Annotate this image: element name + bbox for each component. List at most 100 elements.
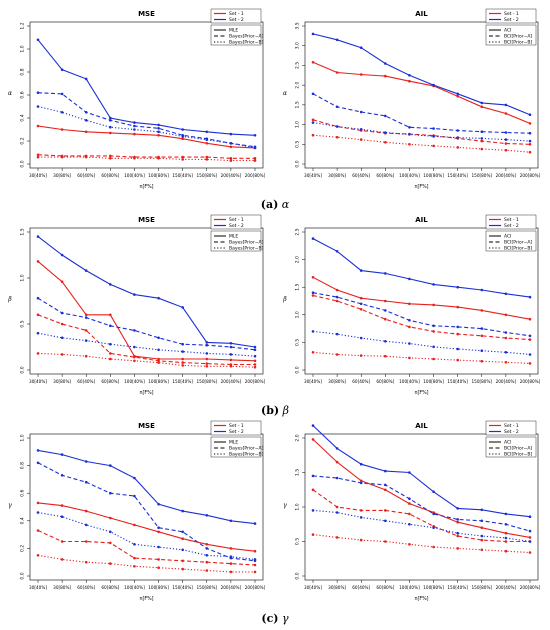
data-point xyxy=(311,330,315,333)
legend-label: Set - 2 xyxy=(504,223,519,229)
series-line-red-solid xyxy=(312,438,531,538)
data-point xyxy=(311,424,315,427)
data-point xyxy=(528,143,532,146)
data-point xyxy=(36,153,40,157)
data-point xyxy=(359,296,363,300)
chart-panel-ail-0: AIL 0.0 0.5 1.0 1.5 2.0 2.5 3.0 3.5 α 30[40%] 30[80… xyxy=(283,8,541,190)
data-point xyxy=(253,363,257,366)
data-point xyxy=(359,509,363,512)
data-point xyxy=(181,364,184,367)
data-point xyxy=(504,512,508,516)
legend-label: Set - 2 xyxy=(229,429,244,435)
x-tick-label: 60[40%] xyxy=(352,585,370,590)
data-point xyxy=(36,296,40,300)
data-point xyxy=(335,250,339,253)
data-point xyxy=(133,124,136,128)
data-point xyxy=(229,142,233,145)
data-point xyxy=(456,518,460,521)
data-point xyxy=(480,519,484,523)
data-point xyxy=(229,132,233,136)
data-point xyxy=(133,355,136,359)
data-point xyxy=(408,512,411,516)
x-tick-label: 150[40%] xyxy=(172,585,193,590)
data-point xyxy=(229,345,233,349)
series-line-blue-dotted xyxy=(37,332,256,357)
data-point xyxy=(384,509,387,512)
data-point xyxy=(384,272,387,275)
data-point xyxy=(229,519,233,523)
data-point xyxy=(335,125,339,128)
x-tick-label: 60[80%] xyxy=(376,585,394,590)
data-point xyxy=(84,354,88,358)
caption-beta: (b) β xyxy=(0,404,550,417)
y-tick-label: 0.4 xyxy=(20,114,26,121)
chart-title: AIL xyxy=(415,422,428,430)
data-point xyxy=(36,155,40,159)
x-tick-label: 200[40%] xyxy=(496,585,517,590)
series-line-blue-solid xyxy=(312,425,531,518)
data-point xyxy=(359,354,363,357)
x-tick-label: 100[40%] xyxy=(399,173,420,178)
data-point xyxy=(133,359,136,363)
y-tick-label: 0.6 xyxy=(20,489,26,496)
data-point xyxy=(528,131,532,135)
x-tick-label: 200[40%] xyxy=(221,585,242,590)
data-point xyxy=(311,351,315,354)
x-tick-label: 150[80%] xyxy=(471,585,492,590)
y-tick-label: 0.0 xyxy=(295,160,301,167)
data-point xyxy=(384,141,387,144)
data-point xyxy=(253,365,257,369)
data-point xyxy=(205,138,209,142)
data-point xyxy=(359,538,363,542)
data-point xyxy=(253,563,257,567)
data-point xyxy=(384,488,387,492)
caption-symbol: α xyxy=(281,198,290,211)
x-tick-label: 100[40%] xyxy=(399,585,420,590)
data-point xyxy=(504,148,508,152)
data-point xyxy=(181,530,184,534)
x-tick-label: 200[40%] xyxy=(496,379,517,384)
chart-panel-ail-1: AIL 0.0 0.5 1.0 1.5 2.0 2.5 β 30[40%] 30[80%] 60[4… xyxy=(282,214,541,396)
data-point xyxy=(480,105,484,109)
legend-label: Set - 1 xyxy=(229,217,244,223)
data-point xyxy=(84,339,88,342)
x-tick-label: 60[80%] xyxy=(376,173,394,178)
x-tick-label: 100[80%] xyxy=(423,379,444,384)
data-point xyxy=(528,362,532,365)
data-point xyxy=(480,349,484,353)
data-point xyxy=(109,352,112,355)
y-tick-label: 0.5 xyxy=(295,538,301,545)
data-point xyxy=(109,342,112,346)
legend-label: Bayes[Prior−B] xyxy=(229,246,264,252)
data-point xyxy=(359,46,363,49)
x-tick-label: 60[40%] xyxy=(77,173,95,178)
data-point xyxy=(133,543,136,546)
data-point xyxy=(157,361,160,364)
y-tick-label: 0.0 xyxy=(295,572,301,579)
data-point xyxy=(60,540,64,543)
y-tick-label: 0.4 xyxy=(20,517,26,524)
data-point xyxy=(335,460,339,464)
data-point xyxy=(133,121,136,124)
data-point xyxy=(384,469,387,473)
data-point xyxy=(157,336,160,340)
data-point xyxy=(36,331,40,335)
data-point xyxy=(456,285,460,289)
data-point xyxy=(432,144,435,148)
chart-panel-ail-2: AIL 0.0 0.5 1.0 1.5 2.0 γ 30[40%] 30[80%] 60[40%]… xyxy=(283,420,541,602)
series-line-red-dashed xyxy=(312,294,531,341)
data-point xyxy=(84,316,88,319)
data-point xyxy=(504,336,508,340)
y-tick-label: 1.5 xyxy=(20,228,26,235)
data-point xyxy=(36,124,40,128)
data-point xyxy=(205,554,209,557)
x-tick-label: 30[80%] xyxy=(53,585,71,590)
x-tick-label: 100[40%] xyxy=(124,379,145,384)
legend-label: ACI xyxy=(504,28,511,34)
data-point xyxy=(359,73,363,76)
data-point xyxy=(181,135,184,138)
data-point xyxy=(432,545,435,549)
data-point xyxy=(432,512,435,516)
